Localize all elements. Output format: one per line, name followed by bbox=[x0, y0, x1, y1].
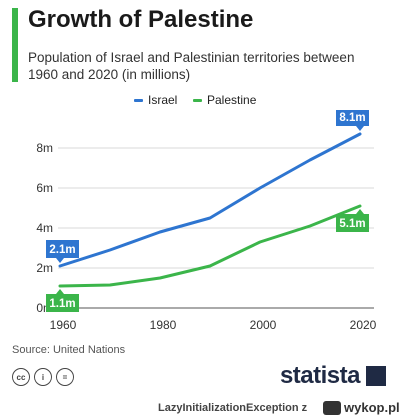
title-accent-bar bbox=[12, 8, 18, 82]
data-label-pointer-palestine-2020 bbox=[356, 209, 364, 214]
source-note: Source: United Nations bbox=[12, 344, 126, 356]
footer-bar: LazyInitializationException z wykop.pl bbox=[0, 396, 400, 420]
data-label-pointer-israel-2020 bbox=[356, 126, 364, 131]
data-label-palestine-2020: 5.1m bbox=[339, 218, 365, 230]
wykop-logo-icon bbox=[323, 400, 341, 415]
no-derivatives-icon: = bbox=[56, 368, 74, 386]
legend-label-israel: Israel bbox=[148, 93, 178, 107]
y-tick-label: 2m bbox=[36, 261, 53, 275]
license-icons: cc i = bbox=[12, 368, 74, 386]
data-label-box-palestine-2020 bbox=[336, 214, 369, 232]
brand-name: statista bbox=[279, 362, 361, 389]
data-label-box-palestine-1960 bbox=[46, 294, 79, 312]
data-label-box-israel-1960 bbox=[46, 240, 79, 258]
series-line-israel bbox=[58, 132, 362, 268]
data-label-israel-2020: 8.1m bbox=[339, 112, 365, 124]
x-tick-label: 2000 bbox=[250, 318, 277, 332]
series-line-palestine bbox=[58, 204, 362, 288]
x-tick-label: 2020 bbox=[350, 318, 377, 332]
legend-item-israel: Israel bbox=[134, 93, 177, 107]
brand-logo: statista bbox=[280, 362, 386, 390]
footer-username[interactable]: LazyInitializationException z bbox=[158, 402, 308, 414]
data-label-israel-1960: 2.1m bbox=[49, 244, 75, 256]
chart-legend: Israel Palestine bbox=[0, 93, 400, 109]
legend-item-palestine: Palestine bbox=[193, 93, 256, 107]
x-tick-label: 1980 bbox=[150, 318, 177, 332]
footer-site-logo[interactable]: wykop.pl bbox=[323, 400, 400, 415]
chart-title: Growth of Palestine bbox=[28, 6, 254, 33]
legend-swatch-palestine bbox=[193, 98, 202, 102]
y-tick-label: 4m bbox=[36, 221, 53, 235]
data-label-palestine-1960: 1.1m bbox=[49, 298, 75, 310]
y-tick-label: 6m bbox=[36, 181, 53, 195]
cc-icon: cc bbox=[12, 368, 30, 386]
y-tick-label: 8m bbox=[36, 141, 53, 155]
attribution-icon: i bbox=[34, 368, 52, 386]
data-label-pointer-palestine-1960 bbox=[56, 289, 64, 294]
statista-logo-icon bbox=[366, 366, 386, 386]
legend-label-palestine: Palestine bbox=[207, 93, 257, 107]
data-label-box-israel-2020 bbox=[336, 110, 369, 126]
footer-site-name: wykop.pl bbox=[344, 400, 400, 415]
data-label-pointer-israel-1960 bbox=[56, 258, 64, 263]
legend-swatch-israel bbox=[134, 98, 143, 102]
x-tick-label: 1960 bbox=[50, 318, 77, 332]
chart-subtitle: Population of Israel and Palestinian ter… bbox=[28, 50, 355, 82]
